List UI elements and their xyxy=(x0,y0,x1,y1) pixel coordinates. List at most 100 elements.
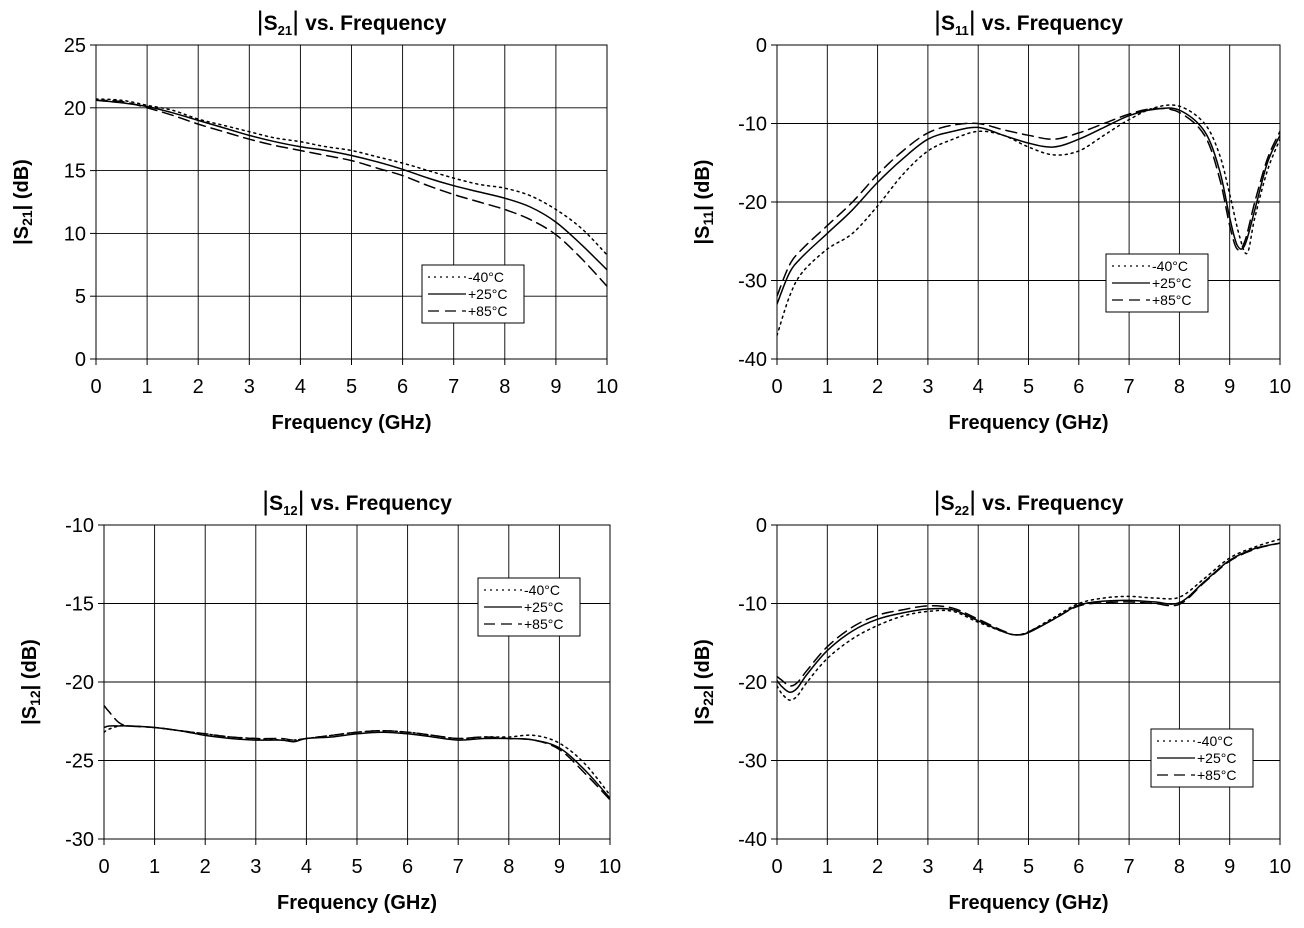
x-tick-label: 4 xyxy=(973,376,984,398)
y-tick-label: -10 xyxy=(738,114,767,136)
y-axis-label: |S11| (dB) xyxy=(692,160,716,245)
title-bar: | xyxy=(934,6,941,36)
x-tick-label: 2 xyxy=(872,856,883,878)
title-bar: | xyxy=(292,6,299,36)
x-tick-label: 3 xyxy=(244,376,255,398)
x-tick-label: 4 xyxy=(973,856,984,878)
x-tick-label: 6 xyxy=(1073,856,1084,878)
legend-label: +25°C xyxy=(1197,750,1236,766)
series-line xyxy=(777,107,1280,297)
title-param: S xyxy=(269,492,283,515)
x-axis-label: Frequency (GHz) xyxy=(948,412,1108,434)
y-tick-label: -20 xyxy=(65,672,94,694)
y-tick-label: -30 xyxy=(65,829,94,851)
y-label-param: |S xyxy=(19,706,41,725)
series-line xyxy=(104,704,610,801)
y-label-subscript: 22 xyxy=(700,690,716,706)
title-suffix: vs. Frequency xyxy=(982,12,1124,35)
y-tick-label: 15 xyxy=(64,161,86,183)
title-param: S xyxy=(264,12,278,35)
y-tick-label: -10 xyxy=(738,594,767,616)
title-subscript: 21 xyxy=(278,23,292,38)
title-suffix: vs. Frequency xyxy=(311,492,453,515)
x-tick-label: 5 xyxy=(346,376,357,398)
x-tick-label: 4 xyxy=(301,856,312,878)
legend-label: -40°C xyxy=(1152,258,1188,274)
y-tick-label: -30 xyxy=(738,751,767,773)
x-tick-label: 10 xyxy=(599,856,621,878)
y-tick-label: 0 xyxy=(756,35,767,57)
y-axis-label: |S12| (dB) xyxy=(19,639,43,725)
x-tick-label: 5 xyxy=(1023,856,1034,878)
x-tick-label: 3 xyxy=(250,856,261,878)
x-tick-label: 6 xyxy=(1073,376,1084,398)
y-label-subscript: 11 xyxy=(700,210,716,225)
x-tick-label: 1 xyxy=(149,856,160,878)
x-tick-label: 6 xyxy=(402,856,413,878)
x-tick-label: 7 xyxy=(1124,376,1135,398)
title-suffix: vs. Frequency xyxy=(982,492,1124,515)
series-line xyxy=(777,107,1280,305)
y-tick-label: 0 xyxy=(75,349,86,371)
series-line xyxy=(777,542,1280,687)
y-tick-label: 25 xyxy=(64,35,86,57)
legend-label: +25°C xyxy=(1152,275,1191,291)
x-tick-label: 7 xyxy=(453,856,464,878)
x-tick-label: 9 xyxy=(554,856,565,878)
x-tick-label: 10 xyxy=(1269,376,1291,398)
x-tick-label: 0 xyxy=(771,376,782,398)
title-bar: | xyxy=(298,486,305,516)
x-tick-label: 1 xyxy=(142,376,153,398)
title-suffix: vs. Frequency xyxy=(305,12,447,35)
x-axis-label: Frequency (GHz) xyxy=(277,892,437,914)
title-bar: | xyxy=(934,486,941,516)
title-bar: | xyxy=(257,6,264,36)
y-label-suffix: | (dB) xyxy=(692,639,714,690)
x-tick-label: 4 xyxy=(295,376,306,398)
y-tick-label: -15 xyxy=(65,594,94,616)
y-tick-label: -20 xyxy=(738,192,767,214)
y-tick-label: 5 xyxy=(75,286,86,308)
y-label-subscript: 12 xyxy=(27,690,43,706)
y-tick-label: -10 xyxy=(65,515,94,537)
x-tick-label: 5 xyxy=(1023,376,1034,398)
x-tick-label: 0 xyxy=(90,376,101,398)
y-tick-label: -20 xyxy=(738,672,767,694)
legend-label: -40°C xyxy=(1197,733,1233,749)
legend-label: +85°C xyxy=(1152,292,1191,308)
x-tick-label: 8 xyxy=(503,856,514,878)
chart-title: |S21| vs. Frequency xyxy=(257,6,447,38)
legend-label: -40°C xyxy=(468,269,504,285)
x-tick-label: 1 xyxy=(822,856,833,878)
x-axis-label: Frequency (GHz) xyxy=(271,412,431,434)
title-bar: | xyxy=(969,6,976,36)
legend-label: +85°C xyxy=(1197,767,1236,783)
x-tick-label: 3 xyxy=(922,376,933,398)
legend-label: +25°C xyxy=(468,286,507,302)
title-bar: | xyxy=(969,486,976,516)
y-tick-label: 10 xyxy=(64,223,86,245)
y-axis-label: |S21| (dB) xyxy=(11,159,35,245)
title-subscript: 11 xyxy=(955,23,969,38)
chart-panel: |S12| vs. Frequency-10-15-20-25-300 1 2 3 4 5 6… xyxy=(19,486,621,914)
x-tick-label: 8 xyxy=(1174,856,1185,878)
x-tick-label: 8 xyxy=(1174,376,1185,398)
x-tick-label: 1 xyxy=(822,376,833,398)
x-axis-label: Frequency (GHz) xyxy=(948,892,1108,914)
title-subscript: 12 xyxy=(283,503,297,518)
x-tick-label: 3 xyxy=(922,856,933,878)
legend-label: +85°C xyxy=(524,616,563,632)
title-param: S xyxy=(941,12,955,35)
x-tick-label: 8 xyxy=(499,376,510,398)
y-label-suffix: | (dB) xyxy=(11,159,33,210)
x-tick-label: 7 xyxy=(1124,856,1135,878)
series-line xyxy=(96,98,607,256)
y-axis-label: |S22| (dB) xyxy=(692,639,716,725)
y-tick-label: -40 xyxy=(738,829,767,851)
y-tick-label: 0 xyxy=(756,515,767,537)
legend-label: -40°C xyxy=(524,582,560,598)
x-tick-label: 7 xyxy=(448,376,459,398)
x-tick-label: 9 xyxy=(550,376,561,398)
